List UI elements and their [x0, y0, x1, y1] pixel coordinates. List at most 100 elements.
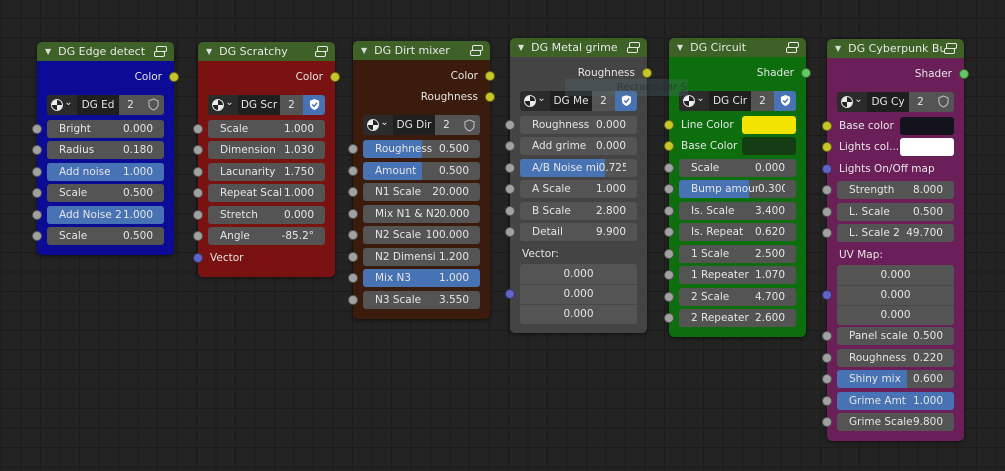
- float-field-angle[interactable]: Angle -85.2°: [208, 227, 325, 246]
- fake-user-shield-toggle[interactable]: [458, 115, 480, 135]
- vector-socket[interactable]: [822, 163, 832, 174]
- browse-node-group-button[interactable]: ⌄: [363, 115, 393, 135]
- float-field-n2-scale[interactable]: N2 Scale 100.000: [363, 226, 480, 245]
- float-socket[interactable]: [348, 165, 358, 176]
- vector-component-field[interactable]: 0.000: [520, 283, 637, 304]
- float-field-2-scale[interactable]: 2 Scale 4.700: [679, 287, 796, 306]
- float-socket[interactable]: [822, 395, 832, 406]
- float-socket[interactable]: [348, 144, 358, 155]
- fake-user-shield-toggle[interactable]: [774, 90, 796, 111]
- float-socket[interactable]: [664, 270, 674, 281]
- collapse-triangle-icon[interactable]: ▼: [361, 46, 368, 55]
- float-field-add-noise[interactable]: Add noise 1.000: [47, 162, 164, 181]
- float-field-bright[interactable]: Bright 0.000: [47, 119, 164, 138]
- node-group-datablock[interactable]: ⌄ DG Dir 2: [363, 115, 480, 135]
- user-count[interactable]: 2: [435, 115, 458, 135]
- datablock-name-field[interactable]: DG Me: [550, 90, 592, 111]
- float-field-scale[interactable]: Scale 0.000: [679, 158, 796, 177]
- node-dg-metal-grime[interactable]: ▼ DG Metal grime Roughness ⌄ DG Me 2 Roughness…: [505, 38, 652, 333]
- float-field-scale[interactable]: Scale 0.500: [47, 227, 164, 246]
- fake-user-shield-toggle[interactable]: [303, 94, 325, 115]
- float-socket[interactable]: [193, 188, 203, 199]
- shader-socket[interactable]: [959, 68, 969, 79]
- float-socket[interactable]: [505, 119, 515, 130]
- float-field-repeat-scal[interactable]: Repeat Scal 1.000: [208, 184, 325, 203]
- float-socket[interactable]: [348, 251, 358, 262]
- float-field-b-scale[interactable]: B Scale 2.800: [520, 201, 637, 220]
- float-socket[interactable]: [193, 209, 203, 220]
- node-header[interactable]: ▼ DG Dirt mixer: [353, 41, 490, 60]
- float-field-a-b-noise-mix[interactable]: A/B Noise mix 0.725: [520, 158, 637, 177]
- float-field-scale[interactable]: Scale 1.000: [208, 119, 325, 138]
- collapse-triangle-icon[interactable]: ▼: [835, 44, 842, 53]
- browse-node-group-button[interactable]: ⌄: [679, 90, 709, 111]
- float-field-mix-n3[interactable]: Mix N3 1.000: [363, 269, 480, 288]
- node-header[interactable]: ▼ DG Metal grime: [510, 38, 647, 57]
- float-socket[interactable]: [664, 205, 674, 216]
- color-socket[interactable]: [485, 92, 495, 103]
- float-socket[interactable]: [193, 166, 203, 177]
- float-field-dimension[interactable]: Dimension 1.030: [208, 141, 325, 160]
- float-socket[interactable]: [348, 208, 358, 219]
- vector-component-field[interactable]: 0.000: [837, 264, 954, 285]
- float-socket[interactable]: [348, 187, 358, 198]
- vector-component-field[interactable]: 0.000: [837, 304, 954, 325]
- float-socket[interactable]: [348, 273, 358, 284]
- browse-node-group-button[interactable]: ⌄: [837, 91, 867, 112]
- browse-node-group-button[interactable]: ⌄: [47, 94, 77, 115]
- float-field-shiny-mix[interactable]: Shiny mix 0.600: [837, 370, 954, 389]
- float-socket[interactable]: [505, 205, 515, 216]
- color-socket[interactable]: [822, 120, 832, 131]
- datablock-name-field[interactable]: DG Ed: [77, 94, 119, 115]
- float-socket[interactable]: [505, 227, 515, 238]
- float-field-detail[interactable]: Detail 9.900: [520, 223, 637, 242]
- float-socket[interactable]: [32, 123, 42, 134]
- node-group-datablock[interactable]: ⌄ DG Ed 2: [47, 94, 164, 115]
- float-field-n3-scale[interactable]: N3 Scale 3.550: [363, 290, 480, 309]
- color-socket[interactable]: [664, 119, 674, 130]
- datablock-name-field[interactable]: DG Dir: [393, 115, 435, 135]
- user-count[interactable]: 2: [592, 90, 615, 111]
- color-socket[interactable]: [485, 70, 495, 81]
- float-field-roughness[interactable]: Roughness 0.000: [520, 115, 637, 134]
- shader-socket[interactable]: [801, 67, 811, 78]
- node-group-datablock[interactable]: ⌄ DG Cir 2: [679, 90, 796, 111]
- float-field-roughness[interactable]: Roughness 0.500: [363, 140, 480, 159]
- float-socket[interactable]: [348, 230, 358, 241]
- float-socket[interactable]: [193, 123, 203, 134]
- vector-socket[interactable]: [193, 252, 203, 263]
- vector-socket[interactable]: [505, 288, 515, 299]
- collapse-triangle-icon[interactable]: ▼: [677, 43, 684, 52]
- float-field-grime-amt[interactable]: Grime Amt 1.000: [837, 391, 954, 410]
- browse-node-group-button[interactable]: ⌄: [208, 94, 238, 115]
- collapse-triangle-icon[interactable]: ▼: [206, 47, 213, 56]
- user-count[interactable]: 2: [751, 90, 774, 111]
- float-socket[interactable]: [822, 352, 832, 363]
- float-field-is-scale[interactable]: Is. Scale 3.400: [679, 201, 796, 220]
- float-field-strength[interactable]: Strength 8.000: [837, 181, 954, 200]
- fake-user-shield-toggle[interactable]: [615, 90, 637, 111]
- float-field-n2-dimensi[interactable]: N2 Dimensi 1.200: [363, 247, 480, 266]
- float-field-scale[interactable]: Scale 0.500: [47, 184, 164, 203]
- float-socket[interactable]: [822, 374, 832, 385]
- float-field-a-scale[interactable]: A Scale 1.000: [520, 180, 637, 199]
- float-field-radius[interactable]: Radius 0.180: [47, 141, 164, 160]
- float-socket[interactable]: [505, 141, 515, 152]
- node-dg-dirt-mixer[interactable]: ▼ DG Dirt mixer Color Roughness ⌄ DG Dir 2 Roug…: [348, 41, 495, 319]
- color-socket[interactable]: [664, 141, 674, 152]
- float-socket[interactable]: [193, 231, 203, 242]
- float-socket[interactable]: [664, 227, 674, 238]
- float-socket[interactable]: [822, 417, 832, 428]
- float-socket[interactable]: [32, 188, 42, 199]
- node-group-datablock[interactable]: ⌄ DG Me 2: [520, 90, 637, 111]
- float-socket[interactable]: [822, 185, 832, 196]
- node-header[interactable]: ▼ DG Scratchy: [198, 42, 335, 61]
- datablock-name-field[interactable]: DG Scr: [238, 94, 280, 115]
- color-swatch[interactable]: [742, 115, 796, 134]
- float-field-add-grime[interactable]: Add grime 0.000: [520, 137, 637, 156]
- node-group-datablock[interactable]: ⌄ DG Cy 2: [837, 91, 954, 112]
- float-socket[interactable]: [348, 294, 358, 305]
- float-socket[interactable]: [505, 184, 515, 195]
- float-field-2-repeater[interactable]: 2 Repeater 2.600: [679, 309, 796, 328]
- datablock-name-field[interactable]: DG Cir: [709, 90, 751, 111]
